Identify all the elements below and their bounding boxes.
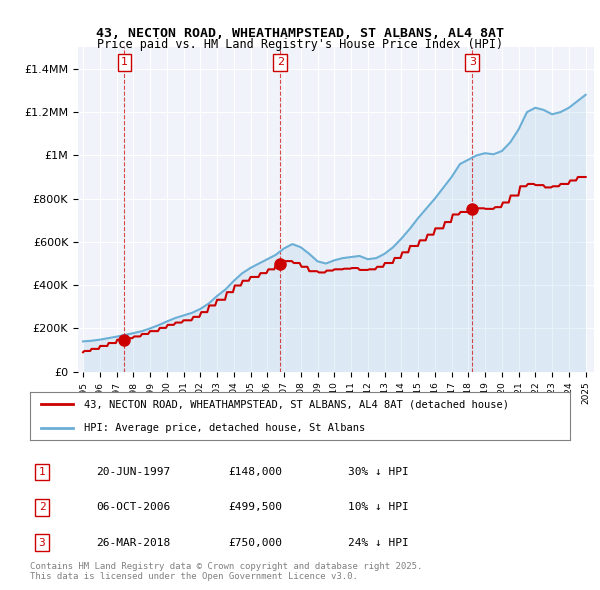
Text: 2: 2 <box>38 503 46 512</box>
Text: 3: 3 <box>38 538 46 548</box>
Text: 26-MAR-2018: 26-MAR-2018 <box>96 538 170 548</box>
Text: £499,500: £499,500 <box>228 503 282 512</box>
Text: 06-OCT-2006: 06-OCT-2006 <box>96 503 170 512</box>
Text: 43, NECTON ROAD, WHEATHAMPSTEAD, ST ALBANS, AL4 8AT (detached house): 43, NECTON ROAD, WHEATHAMPSTEAD, ST ALBA… <box>84 399 509 409</box>
Text: £750,000: £750,000 <box>228 538 282 548</box>
Text: 43, NECTON ROAD, WHEATHAMPSTEAD, ST ALBANS, AL4 8AT: 43, NECTON ROAD, WHEATHAMPSTEAD, ST ALBA… <box>96 27 504 40</box>
Text: 2: 2 <box>277 57 284 67</box>
Text: Price paid vs. HM Land Registry's House Price Index (HPI): Price paid vs. HM Land Registry's House … <box>97 38 503 51</box>
Text: HPI: Average price, detached house, St Albans: HPI: Average price, detached house, St A… <box>84 423 365 432</box>
Text: 30% ↓ HPI: 30% ↓ HPI <box>348 467 409 477</box>
Text: 1: 1 <box>121 57 128 67</box>
Text: £148,000: £148,000 <box>228 467 282 477</box>
Text: 24% ↓ HPI: 24% ↓ HPI <box>348 538 409 548</box>
Text: 1: 1 <box>38 467 46 477</box>
Text: Contains HM Land Registry data © Crown copyright and database right 2025.
This d: Contains HM Land Registry data © Crown c… <box>30 562 422 581</box>
Text: 10% ↓ HPI: 10% ↓ HPI <box>348 503 409 512</box>
Text: 3: 3 <box>469 57 476 67</box>
Text: 20-JUN-1997: 20-JUN-1997 <box>96 467 170 477</box>
